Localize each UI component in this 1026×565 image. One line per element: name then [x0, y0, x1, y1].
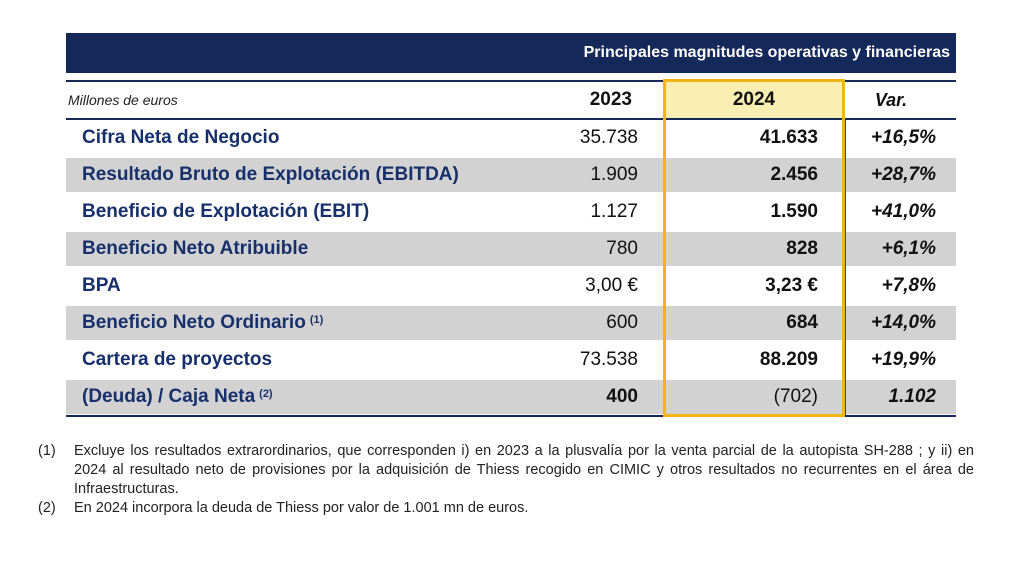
table-row: BPA 3,00 € 3,23 € +7,8% — [66, 269, 956, 303]
value-2024: 88.209 — [759, 349, 818, 370]
header-divider-bottom — [66, 118, 956, 120]
value-2023: 600 — [606, 312, 638, 333]
value-2024: (702) — [773, 386, 818, 407]
footnote-ref-1: (1) — [309, 314, 324, 326]
value-var: +14,0% — [871, 312, 936, 333]
footnotes: (1) Excluye los resultados extrarordinar… — [38, 442, 974, 518]
value-2023: 1.127 — [590, 201, 638, 222]
footnote-text: En 2024 incorpora la deuda de Thiess por… — [74, 500, 529, 516]
table-row: Beneficio Neto Ordinario (1) 600 684 +14,… — [66, 306, 956, 340]
row-label: Beneficio Neto Ordinario (1) — [82, 312, 324, 333]
footnote-1: (1) Excluye los resultados extrarordinar… — [38, 442, 974, 499]
footnote-2: (2) En 2024 incorpora la deuda de Thiess… — [38, 499, 974, 518]
table-bottom-rule — [66, 415, 956, 417]
table-row: Cartera de proyectos 73.538 88.209 +19,9… — [66, 343, 956, 377]
value-2023: 780 — [606, 238, 638, 259]
row-label: Resultado Bruto de Explotación (EBITDA) — [82, 164, 459, 185]
value-2024: 3,23 € — [765, 275, 818, 296]
footnote-number: (2) — [38, 500, 56, 516]
table-title: Principales magnitudes operativas y fina… — [583, 44, 950, 61]
value-2024: 41.633 — [759, 127, 818, 148]
value-2024: 684 — [786, 312, 818, 333]
table-header-bar: Principales magnitudes operativas y fina… — [66, 33, 956, 73]
row-label: BPA — [82, 275, 121, 296]
value-2023: 400 — [606, 386, 638, 407]
footnote-text: Excluye los resultados extrarordinarios,… — [74, 443, 974, 497]
row-label: Cartera de proyectos — [82, 349, 273, 370]
column-header-var: Var. — [874, 89, 908, 110]
value-var: +41,0% — [871, 201, 936, 222]
value-2023: 3,00 € — [585, 275, 638, 296]
table-row: Beneficio Neto Atribuible 780 828 +6,1% — [66, 232, 956, 266]
footnote-ref-2: (2) — [259, 388, 273, 400]
units-label: Millones de euros — [68, 92, 178, 108]
value-var: +6,1% — [881, 238, 936, 259]
table-row: Beneficio de Explotación (EBIT) 1.127 1.… — [66, 195, 956, 229]
row-label: Beneficio de Explotación (EBIT) — [82, 201, 370, 222]
value-var: 1.102 — [888, 386, 936, 407]
table-row: (Deuda) / Caja Neta (2) 400 (702) 1.102 — [66, 380, 956, 414]
value-2024: 2.456 — [770, 164, 818, 185]
value-2023: 73.538 — [579, 349, 638, 370]
value-2024: 828 — [786, 238, 818, 259]
value-2023: 35.738 — [579, 127, 638, 148]
header-divider-top — [66, 80, 956, 82]
column-header-2024: 2024 — [666, 82, 842, 118]
column-header-2023: 2023 — [589, 89, 632, 110]
value-2023: 1.909 — [590, 164, 638, 185]
row-label: (Deuda) / Caja Neta (2) — [82, 386, 273, 407]
value-var: +19,9% — [871, 349, 936, 370]
footnote-number: (1) — [38, 443, 56, 459]
table-row: Cifra Neta de Negocio 35.738 41.633 +16,… — [66, 121, 956, 155]
value-var: +7,8% — [881, 275, 936, 296]
value-var: +28,7% — [871, 164, 936, 185]
row-label: Beneficio Neto Atribuible — [82, 238, 309, 259]
value-var: +16,5% — [871, 127, 936, 148]
table-row: Resultado Bruto de Explotación (EBITDA) … — [66, 158, 956, 192]
row-label: Cifra Neta de Negocio — [82, 127, 280, 148]
value-2024: 1.590 — [770, 201, 818, 222]
var-column-separator — [845, 120, 846, 415]
